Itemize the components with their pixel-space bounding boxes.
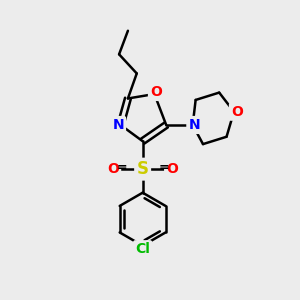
Text: S: S <box>136 160 148 178</box>
Text: O: O <box>150 85 162 99</box>
Text: Cl: Cl <box>135 242 150 256</box>
Text: N: N <box>188 118 200 132</box>
Text: =: = <box>158 161 169 174</box>
Text: N: N <box>112 118 124 132</box>
Text: O: O <box>107 162 119 176</box>
Text: =: = <box>116 161 127 174</box>
Text: O: O <box>231 105 243 119</box>
Text: O: O <box>166 162 178 176</box>
